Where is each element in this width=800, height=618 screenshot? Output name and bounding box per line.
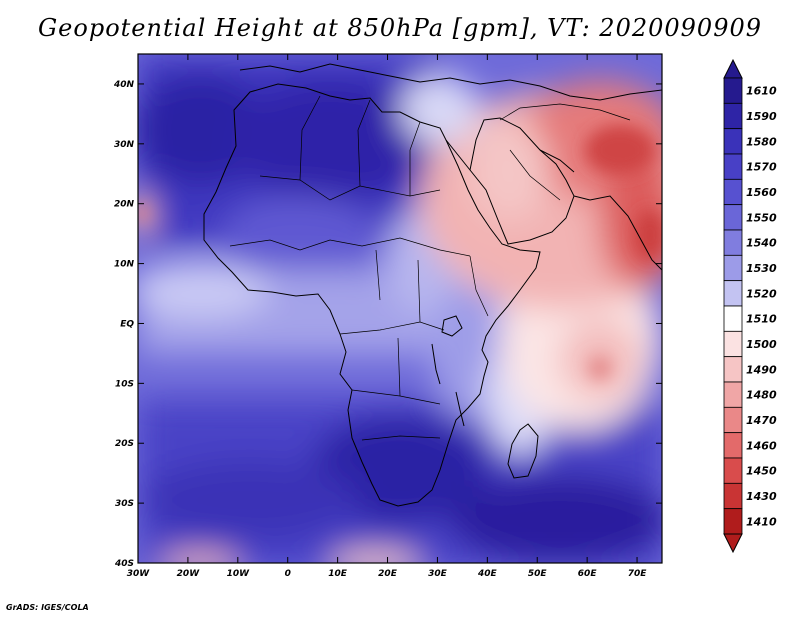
y-tick-label: EQ — [120, 319, 134, 329]
y-tick-label: 10S — [115, 379, 134, 389]
lake-malawi — [455, 391, 465, 427]
colorbar-swatch — [723, 254, 743, 282]
colorbar-label: 1580 — [746, 135, 777, 148]
country-borders — [229, 95, 631, 441]
colorbar-swatch — [723, 229, 743, 256]
y-tick-label: 20N — [114, 200, 135, 210]
chart-title: Geopotential Height at 850hPa [gpm], VT:… — [38, 14, 762, 42]
colorbar-swatch — [723, 457, 743, 484]
footer-credit: GrADS: IGES/COLA — [6, 603, 89, 612]
x-tick-label: 0 — [285, 569, 291, 579]
persian-gulf — [539, 149, 575, 173]
map-field — [138, 54, 662, 563]
colorbar-swatch — [723, 381, 743, 408]
colorbar-swatch — [723, 432, 743, 459]
colorbar-label: 1500 — [746, 338, 777, 351]
colorbar-swatch — [723, 305, 743, 332]
colorbar-label: 1410 — [746, 515, 777, 528]
y-tick-label: 30S — [115, 499, 134, 509]
colorbar-label: 1540 — [746, 237, 777, 250]
x-tick-label: 10E — [328, 569, 348, 579]
y-tick-label: 20S — [115, 439, 134, 449]
asia-coastline — [573, 195, 662, 271]
colorbar-label: 1430 — [746, 490, 777, 503]
red-sea — [445, 139, 471, 171]
colorbar-label: 1480 — [746, 389, 777, 402]
x-tick-label: 10W — [227, 569, 251, 579]
colorbar-label: 1470 — [746, 414, 777, 427]
colorbar-label: 1510 — [746, 313, 777, 326]
plot-frame — [137, 53, 663, 564]
colorbar-swatch — [723, 508, 743, 535]
x-tick-label: 30E — [428, 569, 448, 579]
x-tick-label: 60E — [578, 569, 598, 579]
y-tick-label: 40S — [114, 559, 134, 569]
colorbar-label: 1570 — [746, 161, 777, 174]
colorbar: 1610 1590 1580 1570 1560 1550 1540 1530 1520 1510… — [723, 58, 777, 554]
colorbar-arrow-bottom — [723, 533, 743, 554]
x-tick-label: 30W — [127, 569, 151, 579]
colorbar-swatch — [723, 280, 743, 307]
colorbar-label: 1490 — [746, 363, 777, 376]
colorbar-swatch — [723, 356, 743, 383]
lake-victoria — [441, 315, 463, 337]
x-tick-label: 20W — [177, 569, 201, 579]
colorbar-swatch — [723, 128, 743, 155]
axes: 30W 20W 10W 0 10E 20E 30E 40E 50E 60E 70E 40N 30N 20N… — [113, 54, 662, 579]
colorbar-label: 1520 — [746, 287, 777, 300]
y-tick-label: 30N — [114, 140, 135, 150]
x-tick-label: 70E — [628, 569, 648, 579]
x-tick-label: 20E — [378, 569, 398, 579]
arabia-coastline — [469, 117, 575, 245]
colorbar-swatch — [723, 330, 743, 358]
colorbar-label: 1460 — [746, 439, 777, 452]
colorbar-label: 1450 — [746, 465, 777, 478]
madagascar-coastline — [507, 423, 539, 479]
colorbar-swatch — [723, 406, 743, 434]
colorbar-label: 1550 — [746, 211, 777, 224]
colorbar-label: 1560 — [746, 186, 777, 199]
x-tick-label: 50E — [528, 569, 548, 579]
colorbar-label: 1530 — [746, 262, 777, 275]
colorbar-swatch — [723, 204, 743, 231]
europe-coastline — [239, 63, 662, 101]
chart: 30W 20W 10W 0 10E 20E 30E 40E 50E 60E 70E 40N 30N 20N… — [113, 53, 777, 579]
colorbar-swatch — [723, 77, 743, 104]
colorbar-swatch — [723, 153, 743, 180]
colorbar-swatch — [723, 178, 743, 206]
colorbar-label: 1610 — [746, 85, 777, 98]
coastlines — [203, 63, 662, 507]
colorbar-swatch — [723, 482, 743, 510]
y-tick-label: 40N — [113, 80, 135, 90]
colorbar-label: 1590 — [746, 110, 777, 123]
x-tick-label: 40E — [477, 569, 498, 579]
lake-tanganyika — [431, 343, 441, 385]
y-tick-label: 10N — [114, 260, 135, 270]
colorbar-arrow-top — [723, 58, 743, 79]
colorbar-swatch — [723, 102, 743, 130]
africa-coastline — [203, 83, 541, 507]
